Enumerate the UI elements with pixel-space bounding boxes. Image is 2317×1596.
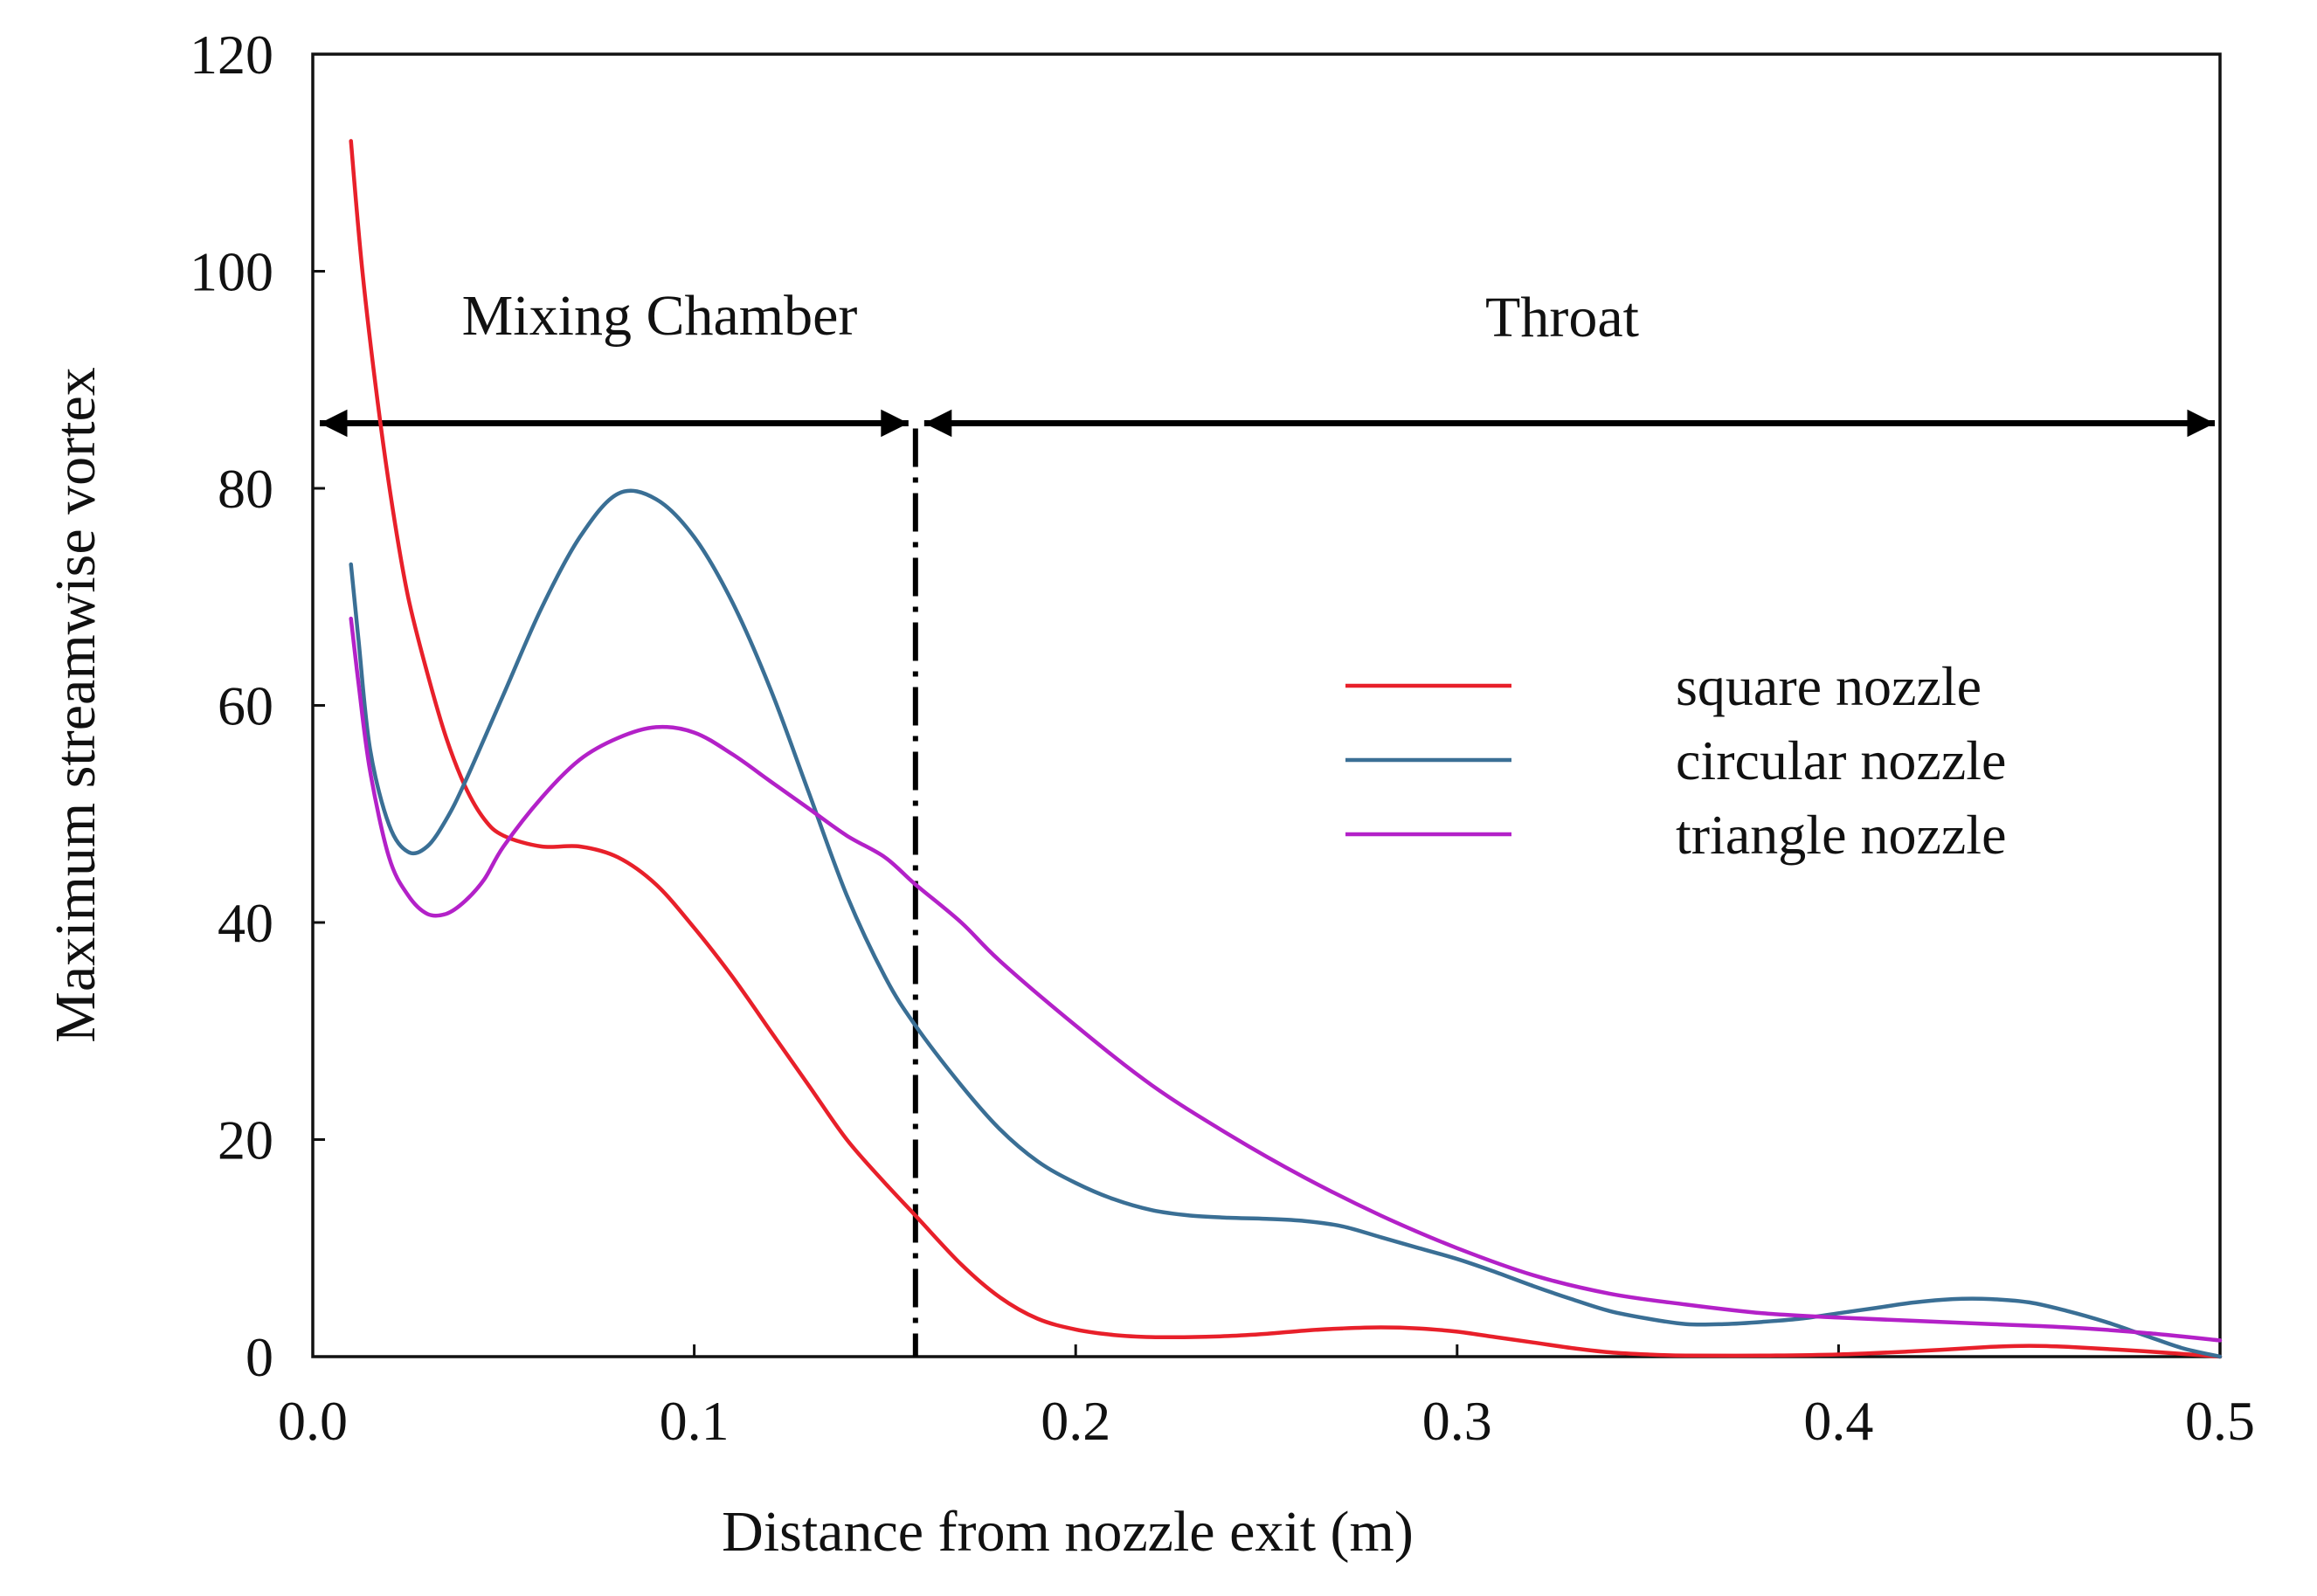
region-annotations: Mixing Chamber Throat xyxy=(320,284,2215,1357)
x-axis-ticks: 0.0 0.1 0.2 0.3 0.4 0.5 xyxy=(278,1344,2255,1452)
x-tick-label: 0.4 xyxy=(1803,1390,1873,1452)
y-tick-label: 100 xyxy=(190,241,273,303)
throat-label: Throat xyxy=(1485,286,1639,349)
x-tick-label: 0.2 xyxy=(1041,1390,1110,1452)
y-axis-ticks: 0 20 40 60 80 100 120 xyxy=(190,24,325,1388)
y-tick-label: 120 xyxy=(190,24,273,86)
x-axis-title: Distance from nozzle exit (m) xyxy=(722,1500,1414,1564)
series-line-triangle xyxy=(349,616,2223,1343)
series-line-square xyxy=(349,139,2223,1359)
x-tick-label: 0.5 xyxy=(2185,1390,2255,1452)
x-tick-label: 0.0 xyxy=(278,1390,348,1452)
legend-label: square nozzle xyxy=(1676,655,1982,717)
mixing-chamber-label: Mixing Chamber xyxy=(462,284,858,348)
legend-label: triangle nozzle xyxy=(1676,804,2006,866)
x-tick-label: 0.1 xyxy=(660,1390,730,1452)
series-lines xyxy=(349,139,2223,1359)
y-tick-label: 80 xyxy=(218,458,273,520)
y-tick-label: 0 xyxy=(246,1326,273,1388)
series-line-circular xyxy=(349,488,2223,1359)
legend-label: circular nozzle xyxy=(1676,729,2006,791)
y-tick-label: 60 xyxy=(218,675,273,737)
y-tick-label: 20 xyxy=(218,1109,273,1171)
y-tick-label: 40 xyxy=(218,892,273,954)
legend: square nozzle circular nozzle triangle noz… xyxy=(1345,655,2006,866)
x-tick-label: 0.3 xyxy=(1422,1390,1492,1452)
y-axis-title: Maximum streamwise vortex xyxy=(44,367,107,1043)
